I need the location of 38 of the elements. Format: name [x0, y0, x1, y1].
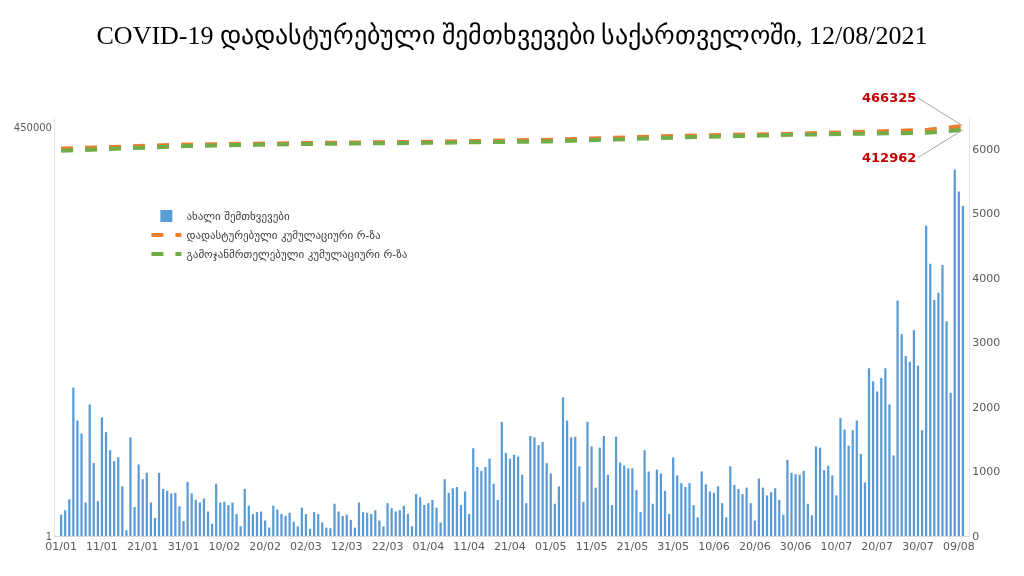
x-tick-label: 11/05 [575, 540, 608, 554]
x-tick-label: 01/04 [412, 540, 445, 554]
legend-label: ახალი შემთხვევები [186, 210, 290, 224]
x-tick-label: 01/01 [45, 540, 77, 554]
x-tick-label: 12/03 [330, 540, 363, 554]
chart-title: COVID-19 დადასტურებული შემთხვევები საქართველოში, 12/08/2021 [96, 21, 928, 52]
x-tick-label: 30/06 [779, 540, 812, 554]
x-tick-label: 21/04 [494, 540, 526, 554]
x-tick-label: 01/05 [534, 540, 567, 554]
x-tick-label: 10/02 [208, 540, 241, 554]
x-tick-label: 31/01 [167, 540, 200, 554]
x-tick-label: 20/06 [738, 540, 771, 554]
annotation: 466325 [862, 90, 917, 105]
y-tick-label: 1 [45, 530, 52, 542]
x-tick-label: 10/06 [698, 540, 730, 554]
x-tick-label: 20/07 [861, 540, 894, 554]
y2-tick-label: 1000 [972, 465, 1001, 479]
legend-label: გამოჯანმრთელებული კუმულაციური რ-ზა [186, 248, 408, 262]
y2-tick-label: 5000 [972, 207, 1001, 221]
annotation: 412962 [862, 150, 917, 165]
x-tick-label: 22/03 [371, 540, 404, 554]
x-tick-label: 11/04 [453, 540, 486, 554]
x-tick-label: 30/07 [902, 540, 934, 554]
y2-tick-label: 4000 [972, 271, 1001, 285]
y2-tick-label: 2000 [972, 400, 1001, 414]
x-tick-label: 20/02 [249, 540, 281, 554]
y2-tick-label: 3000 [972, 336, 1001, 350]
x-tick-label: 21/01 [126, 540, 159, 554]
x-tick-label: 09/08 [942, 540, 975, 554]
x-tick-label: 31/05 [657, 540, 690, 554]
y-tick-label: 450000 [13, 121, 52, 133]
y2-tick-label: 0 [972, 529, 980, 543]
x-tick-label: 02/03 [290, 540, 322, 554]
x-tick-label: 10/07 [820, 540, 853, 554]
x-tick-label: 21/05 [616, 540, 649, 554]
y2-tick-label: 6000 [972, 142, 1001, 156]
x-tick-label: 11/01 [86, 540, 118, 554]
legend-label: დადასტურებული კუმულაციური რ-ზა [186, 229, 381, 243]
